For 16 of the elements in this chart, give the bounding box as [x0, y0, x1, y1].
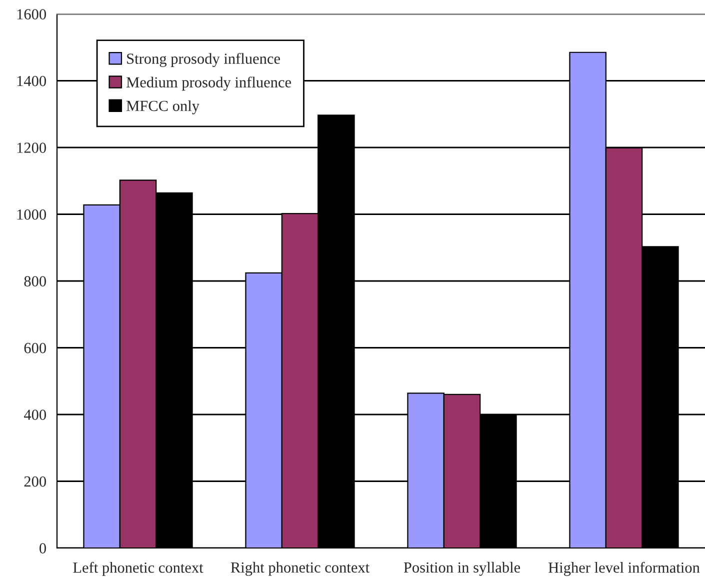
legend-label: MFCC only	[126, 100, 200, 114]
y-tick-label: 1400	[17, 76, 46, 86]
y-tick-label: 800	[24, 276, 46, 286]
legend-label: Medium prosody influence	[126, 76, 292, 91]
x-tick-label: Higher level information	[548, 562, 700, 576]
y-tick-label: 200	[24, 476, 46, 487]
x-tick-label: Position in syllable	[404, 562, 520, 576]
y-tick-label: 400	[24, 410, 46, 420]
x-tick-label: Right phonetic context	[230, 562, 370, 576]
y-tick-label: 1600	[17, 9, 46, 20]
legend-label: Strong prosody influence	[127, 52, 280, 67]
y-tick-label: 1200	[17, 142, 46, 153]
y-tick-label: 600	[24, 342, 46, 354]
y-tick-label: 1000	[17, 209, 46, 220]
y-tick-label: 0	[40, 543, 46, 554]
x-tick-label: Left phonetic context	[73, 562, 204, 576]
